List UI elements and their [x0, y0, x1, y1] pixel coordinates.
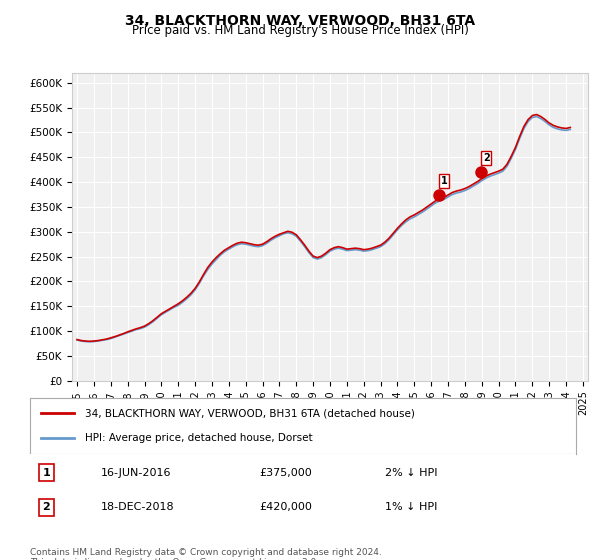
Text: Price paid vs. HM Land Registry's House Price Index (HPI): Price paid vs. HM Land Registry's House … — [131, 24, 469, 37]
Text: 34, BLACKTHORN WAY, VERWOOD, BH31 6TA (detached house): 34, BLACKTHORN WAY, VERWOOD, BH31 6TA (d… — [85, 408, 415, 418]
Text: £375,000: £375,000 — [259, 468, 312, 478]
Text: £420,000: £420,000 — [259, 502, 312, 512]
Text: 1% ↓ HPI: 1% ↓ HPI — [385, 502, 437, 512]
Text: 16-JUN-2016: 16-JUN-2016 — [101, 468, 172, 478]
Text: 2% ↓ HPI: 2% ↓ HPI — [385, 468, 437, 478]
Text: 18-DEC-2018: 18-DEC-2018 — [101, 502, 175, 512]
Text: HPI: Average price, detached house, Dorset: HPI: Average price, detached house, Dors… — [85, 433, 312, 443]
Text: 2: 2 — [483, 153, 490, 163]
Text: 1: 1 — [43, 468, 50, 478]
Text: 1: 1 — [440, 176, 448, 185]
Text: Contains HM Land Registry data © Crown copyright and database right 2024.
This d: Contains HM Land Registry data © Crown c… — [30, 548, 382, 560]
Text: 34, BLACKTHORN WAY, VERWOOD, BH31 6TA: 34, BLACKTHORN WAY, VERWOOD, BH31 6TA — [125, 14, 475, 28]
Text: 2: 2 — [43, 502, 50, 512]
